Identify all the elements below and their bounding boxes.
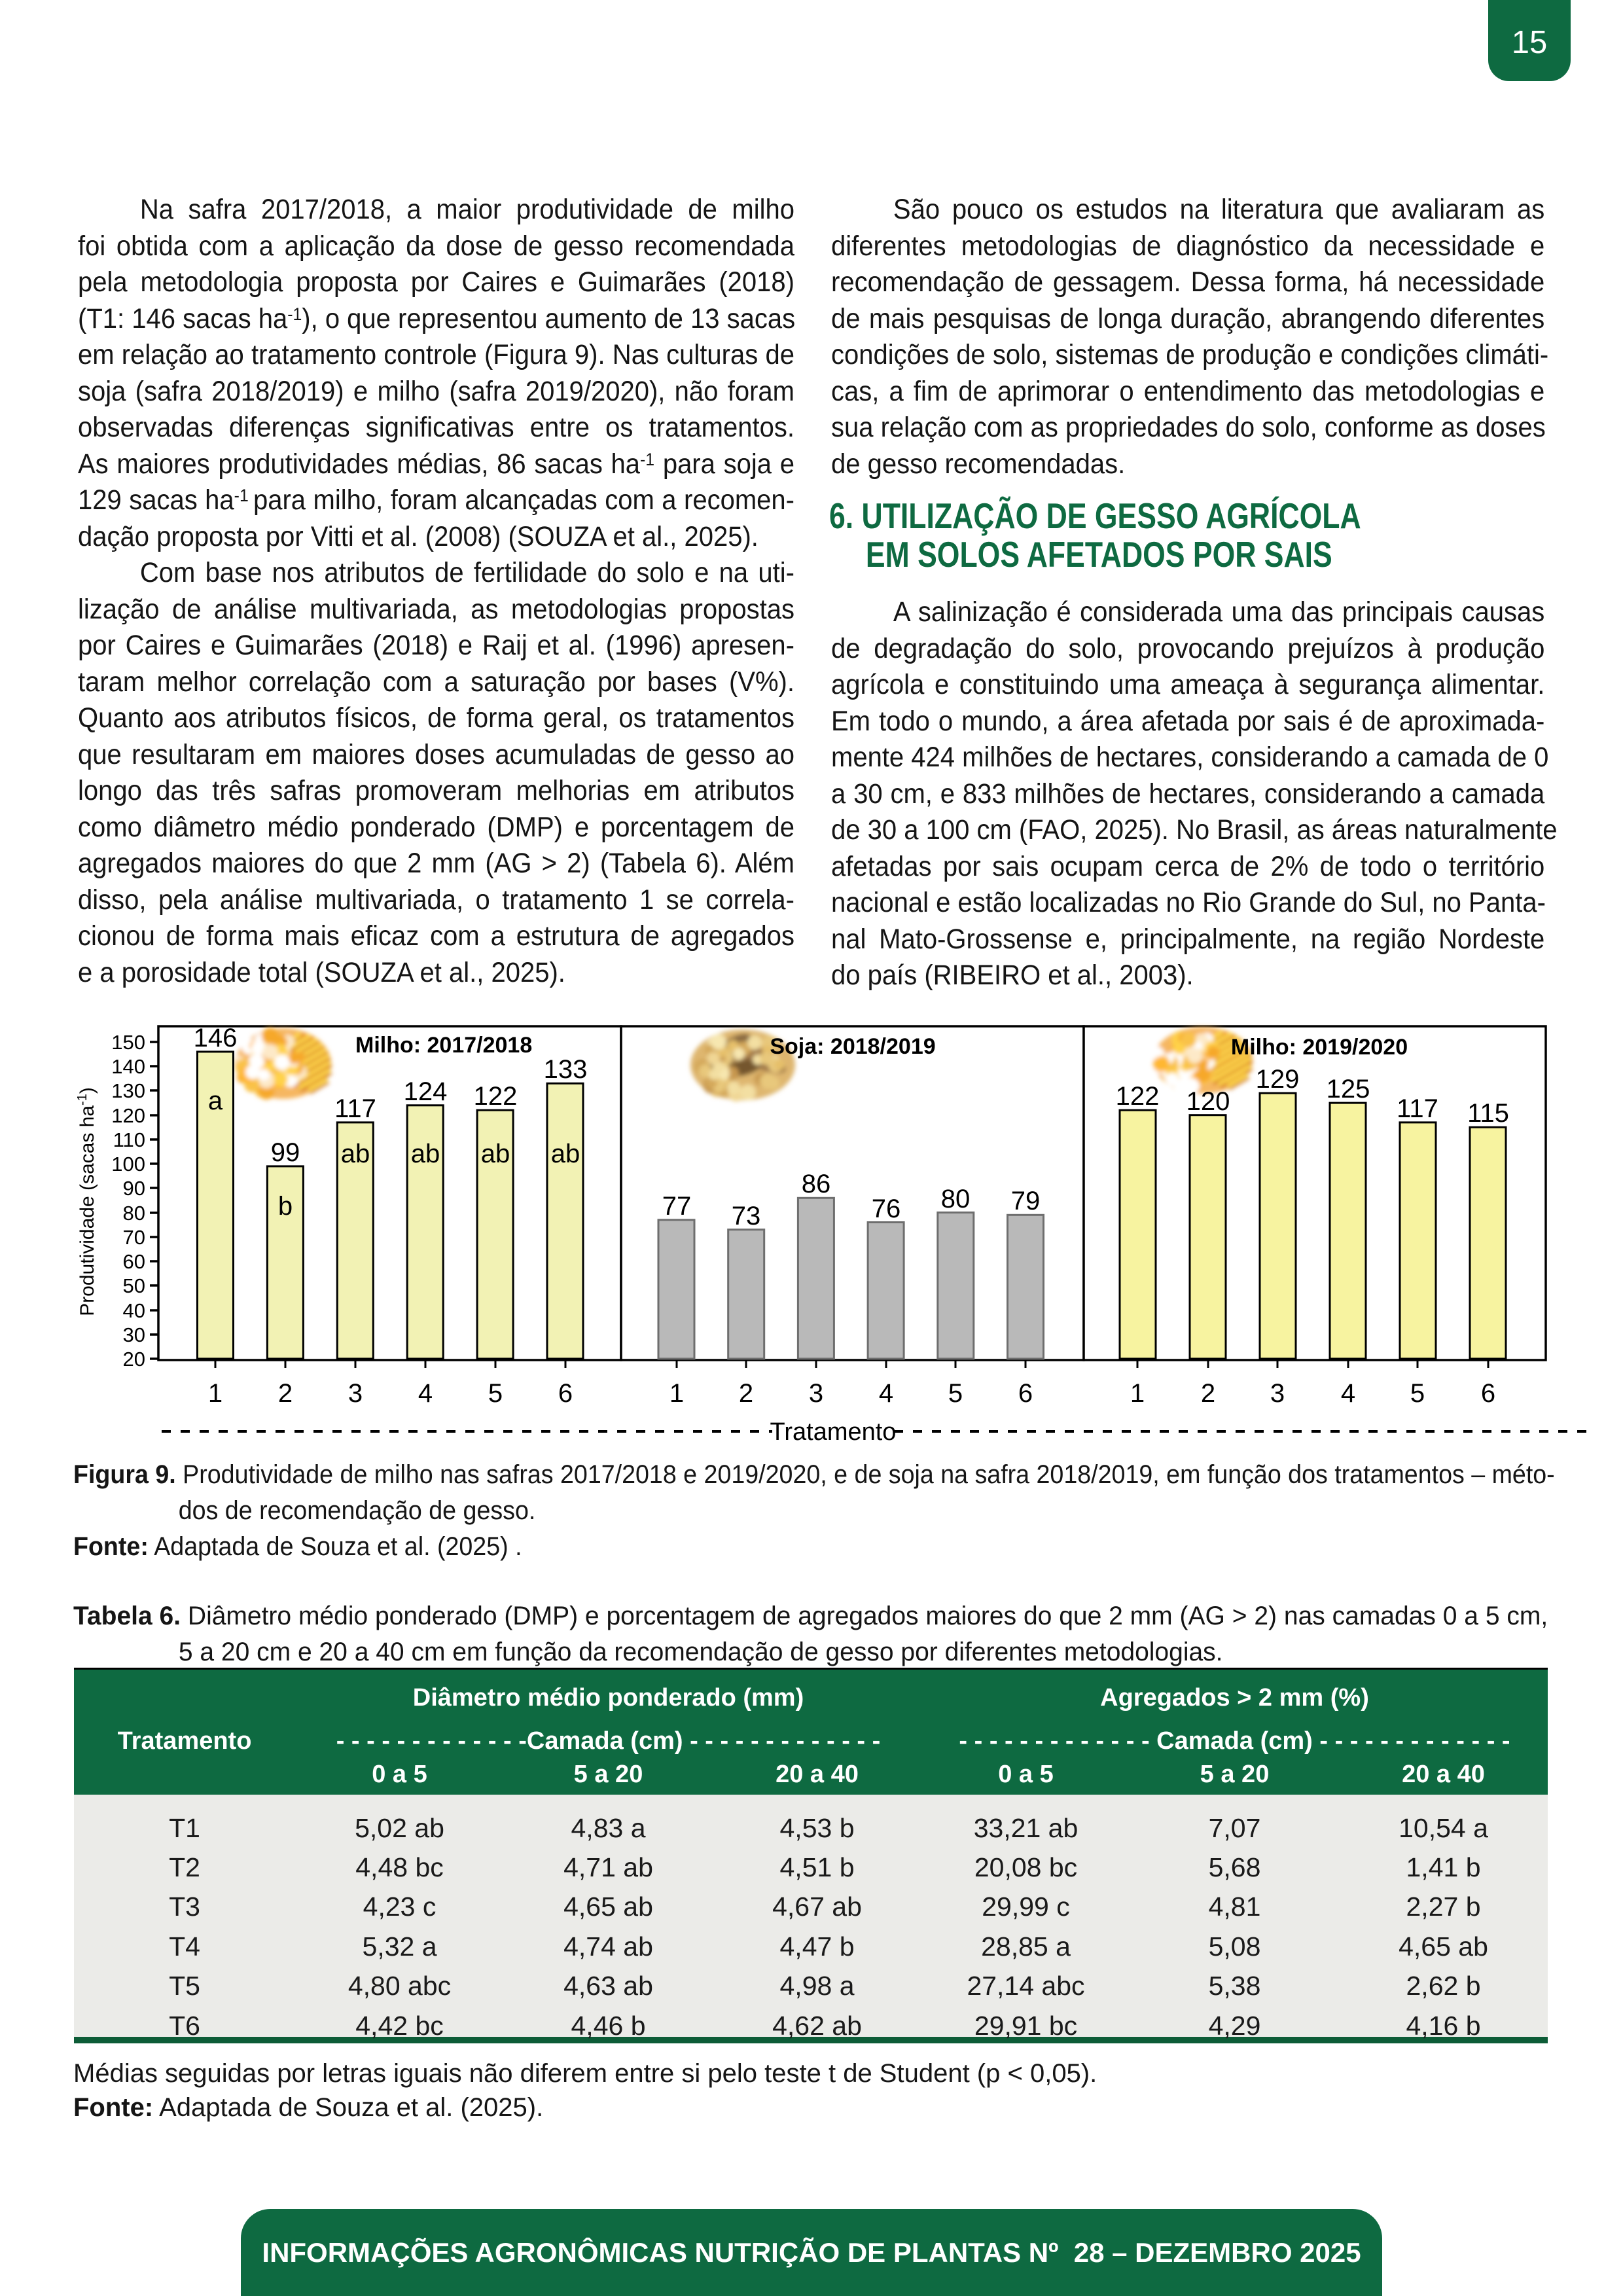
svg-text:76: 76 (872, 1194, 901, 1223)
svg-text:73: 73 (732, 1202, 761, 1230)
svg-text:1: 1 (1130, 1379, 1145, 1408)
svg-text:115: 115 (1467, 1099, 1509, 1128)
svg-text:6: 6 (1481, 1379, 1495, 1408)
svg-text:b: b (278, 1192, 293, 1221)
svg-text:6: 6 (1018, 1379, 1033, 1408)
svg-text:5: 5 (488, 1379, 503, 1408)
svg-text:133: 133 (544, 1055, 588, 1084)
svg-text:122: 122 (1116, 1082, 1160, 1111)
svg-text:80: 80 (123, 1202, 145, 1225)
svg-text:50: 50 (123, 1274, 145, 1297)
svg-text:1: 1 (669, 1379, 684, 1408)
svg-text:ab: ab (411, 1139, 440, 1168)
svg-text:60: 60 (123, 1250, 145, 1273)
svg-text:122: 122 (474, 1082, 518, 1111)
svg-text:120: 120 (1186, 1087, 1230, 1116)
svg-text:99: 99 (271, 1138, 300, 1167)
svg-text:117: 117 (1397, 1094, 1438, 1123)
svg-text:79: 79 (1011, 1187, 1041, 1215)
svg-text:Soja: 2018/2019: Soja: 2018/2019 (770, 1034, 935, 1059)
svg-text:100: 100 (111, 1153, 145, 1175)
svg-text:129: 129 (1256, 1065, 1300, 1094)
svg-text:4: 4 (418, 1379, 433, 1408)
svg-text:30: 30 (123, 1323, 145, 1346)
svg-text:40: 40 (123, 1299, 145, 1322)
svg-text:Milho: 2017/2018: Milho: 2017/2018 (355, 1033, 532, 1058)
svg-text:6: 6 (558, 1379, 573, 1408)
svg-text:5: 5 (948, 1379, 963, 1408)
svg-text:150: 150 (111, 1031, 145, 1054)
svg-text:140: 140 (111, 1055, 145, 1078)
svg-text:120: 120 (111, 1104, 145, 1127)
svg-text:124: 124 (404, 1077, 448, 1106)
svg-text:Produtividade (sacas ha-1): Produtividade (sacas ha-1) (75, 1087, 98, 1316)
svg-text:130: 130 (111, 1079, 145, 1102)
svg-text:ab: ab (481, 1139, 510, 1168)
svg-text:86: 86 (802, 1170, 831, 1198)
svg-text:117: 117 (334, 1094, 376, 1123)
svg-text:3: 3 (809, 1379, 823, 1408)
svg-text:4: 4 (1341, 1379, 1355, 1408)
svg-text:ab: ab (551, 1139, 580, 1168)
svg-text:4: 4 (879, 1379, 893, 1408)
svg-text:3: 3 (348, 1379, 363, 1408)
svg-text:ab: ab (341, 1139, 370, 1168)
svg-text:1: 1 (208, 1379, 223, 1408)
svg-text:110: 110 (113, 1128, 145, 1151)
svg-text:125: 125 (1327, 1075, 1370, 1103)
svg-text:2: 2 (739, 1379, 753, 1408)
svg-text:70: 70 (123, 1226, 145, 1249)
svg-text:80: 80 (941, 1185, 971, 1213)
svg-text:a: a (208, 1086, 223, 1115)
svg-text:Milho: 2019/2020: Milho: 2019/2020 (1231, 1035, 1408, 1060)
svg-text:20: 20 (123, 1348, 145, 1371)
svg-text:146: 146 (194, 1024, 238, 1052)
svg-text:Tratamento: Tratamento (770, 1418, 897, 1446)
svg-text:3: 3 (1270, 1379, 1285, 1408)
svg-text:77: 77 (662, 1192, 692, 1221)
svg-text:2: 2 (278, 1379, 293, 1408)
svg-text:5: 5 (1410, 1379, 1425, 1408)
svg-text:2: 2 (1201, 1379, 1215, 1408)
svg-text:90: 90 (123, 1177, 145, 1200)
